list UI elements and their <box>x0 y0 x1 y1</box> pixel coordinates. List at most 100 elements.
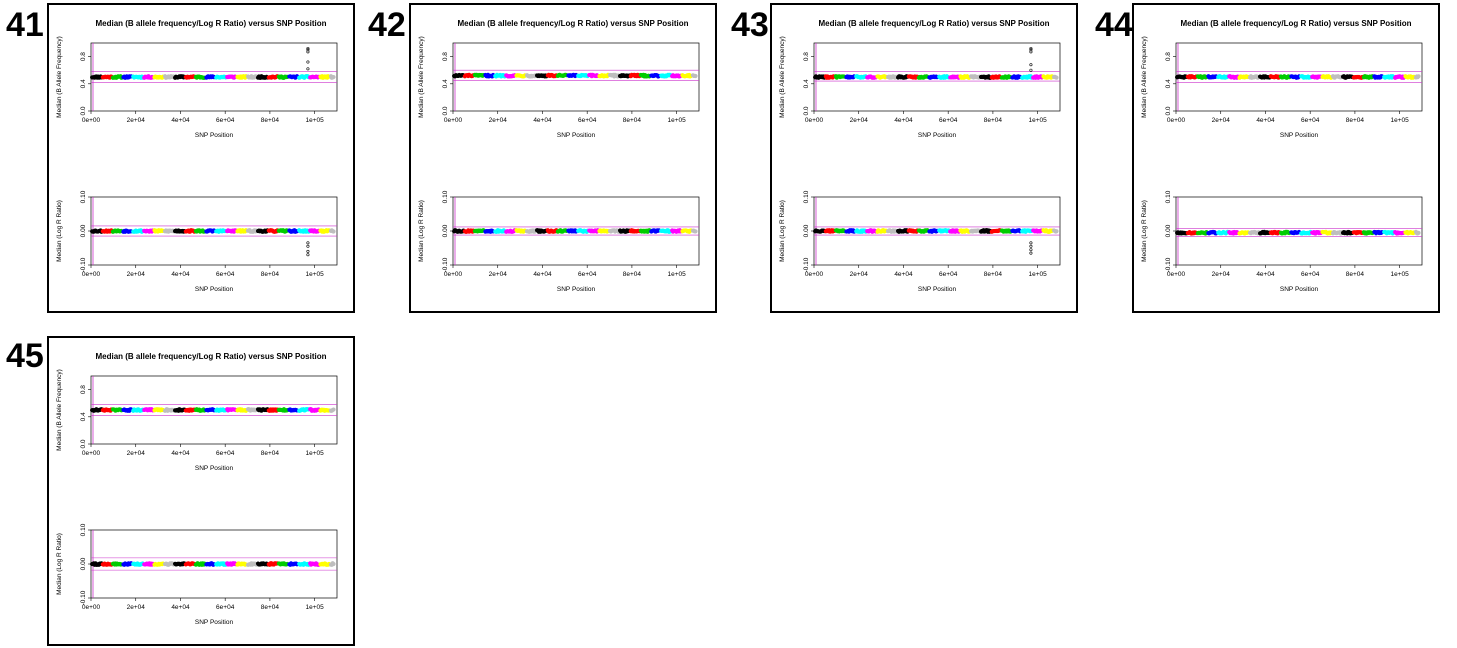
x-tick-label: 2e+04 <box>1212 271 1231 278</box>
x-tick-label: 6e+04 <box>216 117 235 124</box>
data-point <box>1054 229 1059 234</box>
outlier-point <box>306 50 310 54</box>
y-tick-label: 0.00 <box>80 557 87 570</box>
panel-number-41: 41 <box>6 6 44 44</box>
chart-title: Median (B allele frequency/Log R Ratio) … <box>818 19 1049 28</box>
x-tick-label: 8e+04 <box>623 117 642 124</box>
x-tick-label: 2e+04 <box>127 117 146 124</box>
y-axis-label: Median (B Allele Frequency) <box>56 36 63 118</box>
y-axis-label: Median (B Allele Frequency) <box>56 369 63 451</box>
y-tick-label: 0.10 <box>1165 190 1172 203</box>
x-tick-label: 1e+05 <box>1391 117 1410 124</box>
x-tick-label: 8e+04 <box>261 271 280 278</box>
chart-title: Median (B allele frequency/Log R Ratio) … <box>95 19 326 28</box>
x-tick-label: 6e+04 <box>216 450 235 457</box>
x-tick-label: 0e+00 <box>82 271 101 278</box>
outlier-point <box>1029 63 1033 67</box>
x-tick-label: 2e+04 <box>127 604 146 611</box>
x-axis-label: SNP Position <box>195 132 234 139</box>
chart-svg: Median (B allele frequency/Log R Ratio) … <box>779 19 1061 293</box>
x-tick-label: 0e+00 <box>1167 271 1186 278</box>
y-tick-label: -0.10 <box>80 590 87 605</box>
x-tick-label: 8e+04 <box>261 117 280 124</box>
x-tick-label: 8e+04 <box>261 604 280 611</box>
x-tick-label: 4e+04 <box>1256 117 1275 124</box>
x-tick-label: 2e+04 <box>127 450 146 457</box>
outlier-point <box>306 67 310 71</box>
outlier-point <box>306 253 310 257</box>
x-tick-label: 4e+04 <box>533 271 552 278</box>
panel-number-44: 44 <box>1095 6 1133 44</box>
y-axis-label: Median (Log R Ratio) <box>418 200 425 262</box>
x-tick-label: 1e+05 <box>1029 117 1048 124</box>
outlier-point <box>1029 241 1033 245</box>
y-tick-label: 0.10 <box>442 190 449 203</box>
y-tick-label: 0.00 <box>803 224 810 237</box>
y-axis-label: Median (B Allele Frequency) <box>1141 36 1148 118</box>
y-axis-label: Median (Log R Ratio) <box>56 200 63 262</box>
x-tick-label: 0e+00 <box>444 271 463 278</box>
chart-svg: Median (B allele frequency/Log R Ratio) … <box>418 19 700 293</box>
x-axis-label: SNP Position <box>1280 286 1319 293</box>
y-tick-label: 0.00 <box>442 224 449 237</box>
y-axis-label: Median (B Allele Frequency) <box>779 36 786 118</box>
chart-title: Median (B allele frequency/Log R Ratio) … <box>1180 19 1411 28</box>
x-tick-label: 4e+04 <box>894 117 913 124</box>
data-point <box>331 229 336 234</box>
chart-svg: Median (B allele frequency/Log R Ratio) … <box>56 352 338 626</box>
data-point <box>1416 230 1421 235</box>
y-tick-label: 0.10 <box>80 190 87 203</box>
y-axis-label: Median (Log R Ratio) <box>56 533 63 595</box>
chart-panel: Median (B allele frequency/Log R Ratio) … <box>770 3 1078 313</box>
x-tick-label: 1e+05 <box>668 117 687 124</box>
y-tick-label: -0.10 <box>803 257 810 272</box>
x-tick-label: 2e+04 <box>489 117 508 124</box>
y-tick-label: 0.8 <box>1165 52 1172 61</box>
chart-panel: Median (B allele frequency/Log R Ratio) … <box>47 3 355 313</box>
outlier-point <box>1029 68 1033 72</box>
chart-svg: Median (B allele frequency/Log R Ratio) … <box>1141 19 1423 293</box>
y-tick-label: 0.4 <box>442 79 449 88</box>
data-point <box>1416 74 1421 79</box>
y-tick-label: 0.00 <box>1165 224 1172 237</box>
chart-panel: Median (B allele frequency/Log R Ratio) … <box>47 336 355 646</box>
x-tick-label: 2e+04 <box>850 117 869 124</box>
x-tick-label: 4e+04 <box>171 450 190 457</box>
data-point <box>693 229 698 234</box>
outlier-point <box>1029 244 1033 248</box>
chart-panel: Median (B allele frequency/Log R Ratio) … <box>1132 3 1440 313</box>
x-tick-label: 0e+00 <box>805 117 824 124</box>
panel-number-45: 45 <box>6 337 44 375</box>
x-axis-label: SNP Position <box>195 465 234 472</box>
x-axis-label: SNP Position <box>557 286 596 293</box>
x-tick-label: 4e+04 <box>1256 271 1275 278</box>
y-tick-label: 0.8 <box>80 385 87 394</box>
x-tick-label: 4e+04 <box>171 271 190 278</box>
outlier-point <box>1029 46 1033 50</box>
y-axis-label: Median (Log R Ratio) <box>1141 200 1148 262</box>
y-tick-label: 0.00 <box>80 224 87 237</box>
y-tick-label: 0.8 <box>80 52 87 61</box>
x-tick-label: 1e+05 <box>306 450 325 457</box>
x-tick-label: 0e+00 <box>444 117 463 124</box>
x-tick-label: 2e+04 <box>850 271 869 278</box>
x-tick-label: 0e+00 <box>82 604 101 611</box>
outlier-point <box>1029 50 1033 54</box>
outlier-point <box>306 46 310 50</box>
y-tick-label: 0.10 <box>80 523 87 536</box>
x-tick-label: 6e+04 <box>216 271 235 278</box>
y-tick-label: -0.10 <box>442 257 449 272</box>
y-tick-label: 0.0 <box>1165 106 1172 115</box>
x-tick-label: 1e+05 <box>306 604 325 611</box>
y-axis-label: Median (Log R Ratio) <box>779 200 786 262</box>
outlier-point <box>306 249 310 253</box>
x-tick-label: 6e+04 <box>939 117 958 124</box>
x-tick-label: 0e+00 <box>82 450 101 457</box>
panel-number-42: 42 <box>368 6 406 44</box>
x-tick-label: 6e+04 <box>1301 271 1320 278</box>
outlier-point <box>306 241 310 245</box>
x-tick-label: 2e+04 <box>489 271 508 278</box>
data-point <box>331 561 336 567</box>
x-tick-label: 8e+04 <box>984 117 1003 124</box>
x-tick-label: 2e+04 <box>127 271 146 278</box>
